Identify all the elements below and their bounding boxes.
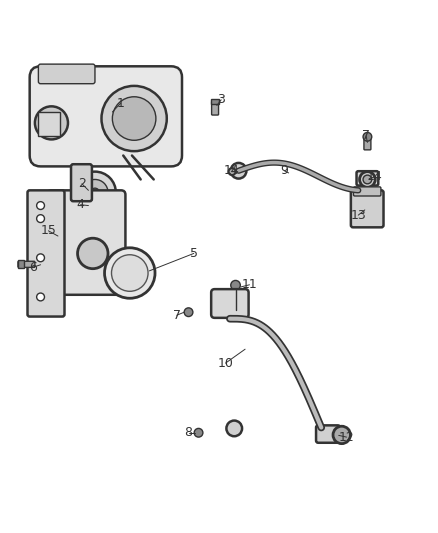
FancyBboxPatch shape [364,137,371,150]
FancyBboxPatch shape [212,101,219,115]
Circle shape [102,86,167,151]
FancyBboxPatch shape [28,190,64,317]
Circle shape [194,429,203,437]
FancyBboxPatch shape [71,164,92,201]
Text: 3: 3 [217,93,225,106]
Circle shape [112,255,148,292]
Text: 2: 2 [78,177,86,190]
Circle shape [363,133,372,141]
FancyBboxPatch shape [351,190,384,228]
Text: 5: 5 [190,247,198,260]
FancyBboxPatch shape [18,261,25,268]
Circle shape [78,238,108,269]
Circle shape [37,254,45,262]
Text: 14: 14 [367,171,383,183]
FancyBboxPatch shape [30,66,182,166]
Text: 7: 7 [362,130,370,142]
Circle shape [91,188,99,197]
Circle shape [113,97,156,140]
Circle shape [363,175,372,184]
Text: 9: 9 [280,164,288,177]
Text: 6: 6 [29,261,37,274]
Circle shape [35,107,68,140]
Circle shape [333,426,350,443]
FancyBboxPatch shape [39,112,60,136]
Circle shape [37,201,45,209]
FancyBboxPatch shape [39,64,95,84]
Text: 10: 10 [218,357,233,369]
FancyBboxPatch shape [316,425,340,443]
Circle shape [184,308,193,317]
FancyBboxPatch shape [353,187,381,196]
Text: 15: 15 [40,224,57,237]
Circle shape [226,421,242,436]
Circle shape [231,280,240,290]
Circle shape [231,163,247,179]
FancyBboxPatch shape [357,171,378,185]
Circle shape [229,168,236,175]
Circle shape [37,215,45,223]
Text: 11: 11 [242,278,258,291]
Text: 12: 12 [339,431,354,443]
Circle shape [37,293,45,301]
Circle shape [105,248,155,298]
Circle shape [82,180,108,206]
Text: 13: 13 [350,208,366,222]
FancyBboxPatch shape [211,99,219,104]
Circle shape [360,172,375,187]
Circle shape [74,172,116,213]
Text: 4: 4 [77,198,85,211]
Text: 1: 1 [117,97,124,110]
Text: 8: 8 [184,426,193,439]
FancyBboxPatch shape [47,190,125,295]
FancyBboxPatch shape [211,289,249,318]
Text: 14: 14 [223,164,239,177]
Text: 7: 7 [173,309,181,322]
FancyBboxPatch shape [18,261,35,268]
